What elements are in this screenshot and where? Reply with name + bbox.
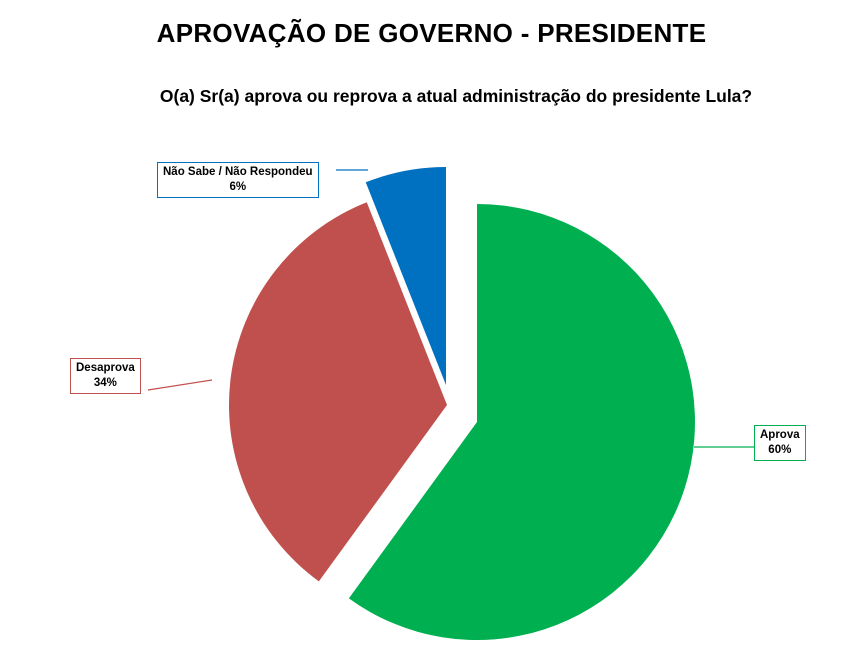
pie-slice-aprova <box>348 204 695 640</box>
chart-title: APROVAÇÃO DE GOVERNO - PRESIDENTE <box>156 18 707 48</box>
data-label-aprova-value: 60% <box>768 444 792 456</box>
leader-line-desaprova <box>147 379 213 391</box>
data-label-nao-sabe-name: Não Sabe / Não Respondeu <box>163 166 313 178</box>
pie-slice-desaprova <box>228 202 447 582</box>
data-label-aprova-name: Aprova <box>760 429 800 441</box>
data-label-nao-sabe: Não Sabe / Não Respondeu 6% <box>157 162 319 198</box>
pie-slice-nao-sabe <box>365 167 446 385</box>
data-label-nao-sabe-value: 6% <box>229 181 247 193</box>
chart-subtitle: O(a) Sr(a) aprova ou reprova a atual adm… <box>159 86 753 106</box>
data-label-desaprova-value: 34% <box>93 377 117 389</box>
pie-slices <box>228 167 695 640</box>
label-leader-lines <box>147 169 754 448</box>
data-label-aprova: Aprova 60% <box>754 425 806 461</box>
data-label-desaprova: Desaprova 34% <box>70 358 141 394</box>
data-label-desaprova-name: Desaprova <box>76 362 135 374</box>
